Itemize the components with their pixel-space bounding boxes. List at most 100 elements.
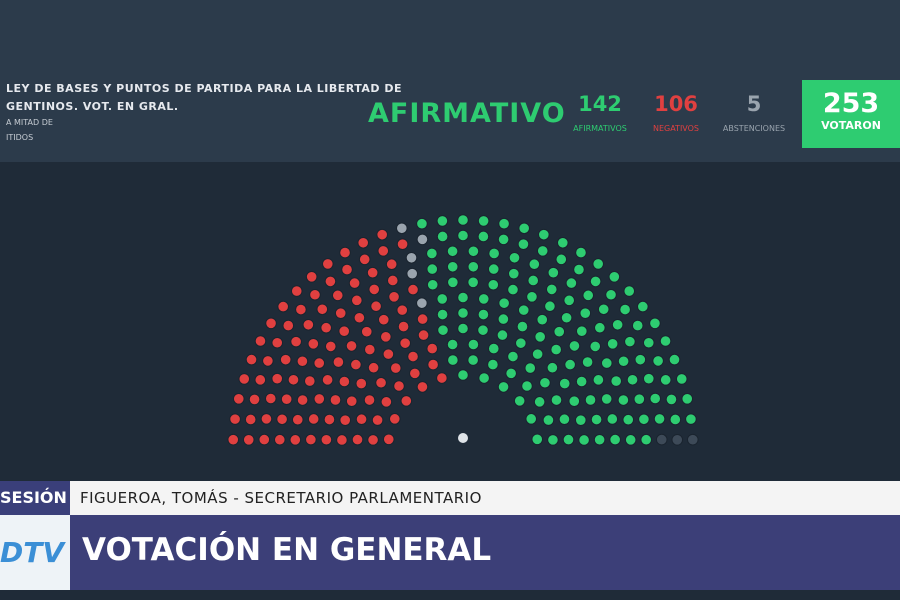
- total-box: 253 VOTARON: [802, 80, 900, 148]
- seat: [336, 434, 348, 446]
- seat: [467, 354, 479, 366]
- seat: [426, 278, 439, 291]
- seat: [665, 393, 678, 406]
- seat: [323, 413, 336, 426]
- seat: [681, 393, 694, 405]
- seat: [355, 377, 368, 390]
- seat: [446, 260, 459, 273]
- seat: [521, 380, 533, 392]
- speaker: FIGUEROA, TOMÁS - SECRETARIO PARLAMENTAR…: [80, 489, 482, 507]
- seat: [305, 270, 318, 283]
- seat: [370, 300, 382, 313]
- seat: [380, 396, 393, 408]
- seat: [558, 413, 571, 426]
- seat: [416, 233, 429, 246]
- seat: [626, 373, 639, 386]
- note: ITIDOS: [6, 133, 34, 142]
- logo: DTV: [0, 515, 70, 590]
- seat: [437, 324, 449, 336]
- seat: [525, 413, 538, 425]
- seat: [517, 304, 530, 316]
- seat: [258, 433, 271, 446]
- seat: [436, 215, 449, 227]
- seat: [248, 393, 261, 406]
- seat: [238, 373, 251, 385]
- seat: [334, 307, 347, 319]
- seat: [364, 343, 376, 356]
- seat: [254, 374, 267, 386]
- seat: [289, 434, 302, 446]
- seat: [546, 361, 559, 374]
- seat: [446, 338, 459, 351]
- seat: [477, 324, 489, 336]
- seat: [638, 413, 650, 426]
- seat: [524, 362, 537, 374]
- seat: [487, 263, 500, 275]
- seat: [550, 394, 563, 406]
- seat: [487, 278, 500, 291]
- seat: [534, 331, 546, 343]
- seat: [457, 291, 469, 304]
- seat: [417, 329, 430, 341]
- seat: [296, 355, 309, 368]
- seat: [363, 394, 376, 406]
- seat: [597, 303, 610, 316]
- seat: [558, 377, 571, 390]
- seat: [578, 434, 590, 446]
- seat: [547, 266, 560, 279]
- seat: [518, 222, 530, 235]
- seat: [642, 336, 655, 349]
- seat: [407, 350, 419, 363]
- seat: [487, 358, 499, 371]
- seat: [563, 294, 575, 307]
- seat: [611, 318, 624, 331]
- seat: [633, 393, 646, 406]
- seat: [573, 263, 585, 276]
- seat: [568, 340, 581, 352]
- seat: [498, 297, 510, 309]
- seat: [426, 263, 439, 275]
- seat: [539, 376, 551, 389]
- seat: [507, 283, 519, 296]
- seat: [457, 229, 469, 242]
- seat: [271, 336, 284, 349]
- result: AFIRMATIVO: [368, 98, 566, 129]
- seat: [575, 246, 587, 259]
- seat: [589, 340, 602, 353]
- seat: [575, 375, 588, 388]
- seat: [605, 288, 617, 301]
- seat: [376, 228, 388, 241]
- seat: [623, 285, 636, 297]
- seat: [617, 394, 630, 406]
- seat: [339, 414, 352, 426]
- seat: [331, 289, 344, 302]
- seat: [581, 356, 594, 368]
- session-tag: SESIÓN: [0, 481, 70, 515]
- seat: [528, 258, 541, 271]
- seat: [254, 335, 267, 347]
- seat: [555, 253, 568, 266]
- seat: [296, 394, 309, 406]
- seat: [397, 320, 410, 333]
- speaker-strip: [0, 481, 900, 515]
- seat: [339, 246, 351, 259]
- note: A MITAD DE: [6, 118, 53, 127]
- seat: [427, 358, 439, 371]
- seat: [659, 335, 672, 347]
- seat: [329, 394, 342, 406]
- seat: [436, 230, 449, 243]
- seat: [436, 308, 449, 321]
- seat: [271, 372, 284, 385]
- seat: [399, 337, 411, 349]
- seat: [227, 433, 240, 446]
- seat: [351, 433, 364, 446]
- seat: [508, 251, 521, 264]
- seat: [416, 381, 429, 393]
- seat: [302, 318, 315, 331]
- headline-bar: [0, 515, 900, 590]
- seat: [244, 413, 257, 426]
- seat: [426, 342, 439, 355]
- seat: [467, 276, 479, 289]
- seat: [321, 374, 334, 386]
